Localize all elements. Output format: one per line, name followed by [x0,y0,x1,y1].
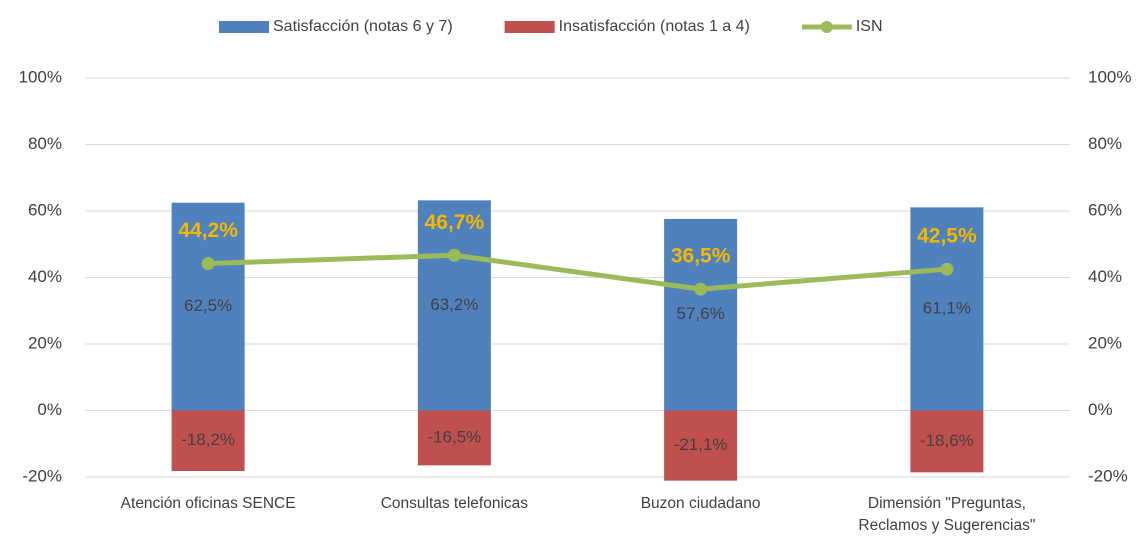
y-tick-label: -20% [22,466,62,485]
line-point [447,248,461,262]
bar-value-label: 61,1% [923,298,971,317]
y2-tick-label: 40% [1088,267,1122,286]
y-tick-label: 80% [28,134,62,153]
legend-swatch [504,21,555,33]
bar [171,202,245,411]
bar [417,200,491,411]
bar-value-label: 63,2% [430,295,478,314]
bar-value-label: -18,2% [181,430,235,449]
legend-label: ISN [856,18,883,35]
bar-value-label: -21,1% [674,435,728,454]
bar [417,410,491,466]
bar-value-label: -18,6% [920,431,974,450]
legend-swatch [219,21,269,33]
bar-value-label: 62,5% [184,296,232,315]
line-value-label: 42,5% [917,225,977,248]
y-tick-label: 60% [28,200,62,219]
line-value-label: 44,2% [178,219,238,242]
y-tick-label: 40% [28,267,62,286]
y-tick-label: 20% [28,333,62,352]
line-point [694,282,708,296]
x-tick-label: Atención oficinas SENCE [120,495,296,512]
line-point [201,257,215,271]
y2-tick-label: 0% [1088,400,1113,419]
bar-value-label: -16,5% [427,427,481,446]
bar [664,218,738,411]
x-tick-label: Dimensión "Preguntas, Reclamos y Sugeren… [858,495,1036,534]
y2-tick-label: 20% [1088,333,1122,352]
x-tick-label: Buzon ciudadano [640,495,761,512]
bar [664,410,738,481]
x-tick-label: Consultas telefonicas [380,495,529,512]
y2-tick-label: 60% [1088,200,1122,219]
bar [171,410,245,472]
y-tick-label: 0% [37,400,62,419]
line-value-label: 46,7% [425,211,485,234]
bar [910,207,984,411]
legend-label: Satisfacción (notas 6 y 7) [273,18,453,35]
legend-label: Insatisfacción (notas 1 a 4) [559,18,750,35]
line-point [940,262,954,276]
bar [910,410,984,473]
y-tick-label: 100% [19,67,62,86]
legend-marker [820,21,833,33]
bar-value-label: 57,6% [677,304,725,323]
y2-tick-label: -20% [1088,466,1128,485]
y2-tick-label: 80% [1088,134,1122,153]
line [208,252,948,292]
y2-tick-label: 100% [1088,67,1131,86]
line-value-label: 36,5% [671,245,731,268]
